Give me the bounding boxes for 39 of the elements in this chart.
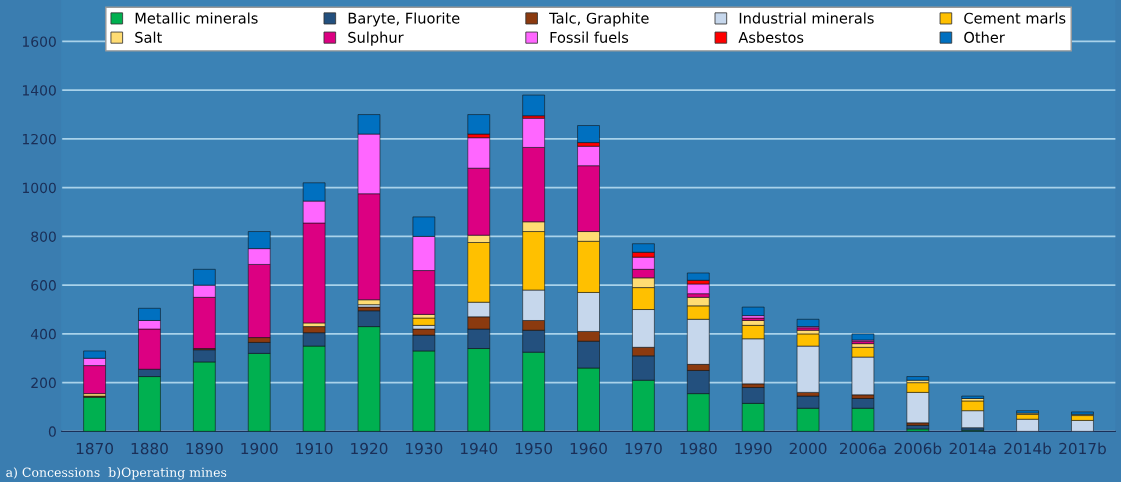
x-tick-label: 2006b xyxy=(894,442,942,455)
legend-label: Sulphur xyxy=(348,31,404,46)
x-tick-label: 1870 xyxy=(76,442,114,455)
text: a) Concessions b)Operating mines xyxy=(6,467,227,480)
x-tick-label: 1970 xyxy=(625,442,662,455)
y-tick-label: 400 xyxy=(30,328,56,340)
x-tick-label: 1980 xyxy=(680,442,717,455)
x-tick-label: 1920 xyxy=(351,442,388,455)
legend-label: Cement marls xyxy=(964,12,1066,24)
legend-label: Talc, Graphite xyxy=(549,12,649,27)
y-tick-label: 1000 xyxy=(22,182,56,194)
x-tick-label: 2017b xyxy=(1059,442,1106,455)
x-tick-label: 2006a xyxy=(839,442,886,455)
x-tick-label: 1990 xyxy=(735,442,772,455)
legend-label: Metallic minerals xyxy=(135,12,258,24)
y-tick-label: 800 xyxy=(31,231,56,242)
legend-label: Fossil fuels xyxy=(550,31,629,43)
x-tick-label: 1900 xyxy=(241,442,278,455)
x-tick-label: 1880 xyxy=(131,442,168,455)
legend-label: Other xyxy=(964,31,1005,43)
x-tick-label: 1910 xyxy=(296,442,333,455)
legend-label: Baryte, Fluorite xyxy=(348,12,460,27)
y-tick-label: 0 xyxy=(48,426,56,437)
x-tick-label: 1950 xyxy=(515,442,553,455)
y-tick-label: 1200 xyxy=(22,133,56,145)
x-tick-label: 2014b xyxy=(1004,442,1052,455)
x-tick-label: 1930 xyxy=(406,442,443,455)
legend-label: Asbestos xyxy=(738,31,804,43)
y-tick-label: 1600 xyxy=(22,36,56,47)
x-tick-label: 2000 xyxy=(789,442,827,455)
x-tick-label: 1890 xyxy=(186,442,223,455)
y-tick-label: 600 xyxy=(31,280,56,291)
y-tick-label: 200 xyxy=(31,377,56,389)
legend-label: Industrial minerals xyxy=(739,12,874,24)
x-tick-label: 2014a xyxy=(949,442,996,455)
x-tick-label: 1960 xyxy=(570,442,607,455)
legend-label: Salt xyxy=(135,31,162,43)
y-tick-label: 1400 xyxy=(22,85,56,96)
x-tick-label: 1940 xyxy=(461,442,498,455)
